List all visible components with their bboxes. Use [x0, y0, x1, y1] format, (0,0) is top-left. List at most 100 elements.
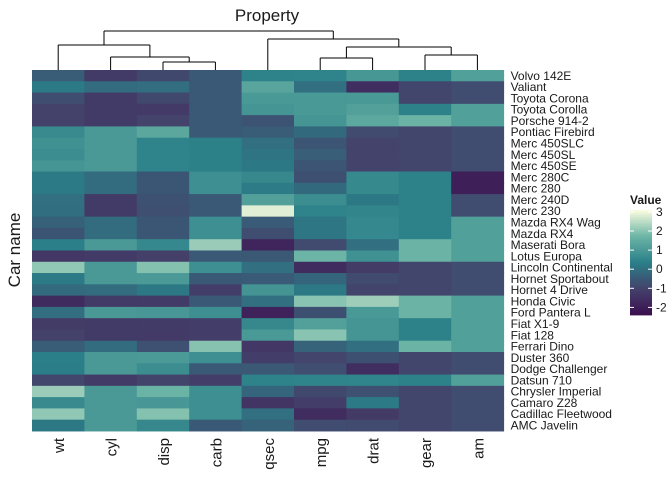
- heatmap-cell: [346, 273, 400, 285]
- heatmap-cell: [136, 397, 190, 409]
- y-tick-label: Toyota Corona: [511, 91, 589, 105]
- heatmap-cell: [189, 182, 243, 195]
- heatmap-cell: [32, 295, 85, 308]
- heatmap-cell: [241, 92, 295, 105]
- heatmap-cell: [136, 194, 190, 206]
- heatmap-cell: [32, 352, 85, 364]
- heatmap-cell: [451, 126, 505, 139]
- heatmap-cell: [451, 408, 505, 421]
- legend-gradient-step: [630, 262, 652, 265]
- heatmap-cell: [189, 273, 243, 285]
- legend-gradient-step: [630, 245, 652, 248]
- heatmap-cell: [84, 115, 138, 127]
- heatmap-cell: [32, 397, 85, 409]
- heatmap-cell: [398, 182, 452, 195]
- heatmap-cell: [136, 385, 190, 398]
- heatmap-cell: [32, 194, 85, 206]
- heatmap-cell: [294, 216, 347, 229]
- heatmap-cell: [84, 70, 138, 82]
- heatmap-cell: [451, 419, 505, 432]
- y-tick-label: Chrysler Imperial: [511, 385, 602, 399]
- x-tick-label: qsec: [261, 438, 278, 470]
- heatmap-cell: [398, 70, 452, 82]
- heatmap-cell: [84, 216, 138, 229]
- heatmap-cell: [32, 182, 85, 195]
- heatmap-cell: [189, 70, 243, 82]
- legend-gradient-step: [630, 248, 652, 251]
- heatmap-cell: [136, 81, 190, 94]
- heatmap-cell: [346, 239, 400, 251]
- heatmap-cell: [451, 329, 505, 342]
- heatmap-cell: [241, 318, 295, 330]
- heatmap-cell: [189, 216, 243, 229]
- heatmap-cell: [241, 329, 295, 342]
- heatmap-cell: [241, 205, 295, 218]
- heatmap-cell: [189, 318, 243, 330]
- heatmap-cell: [136, 171, 190, 184]
- heatmap-cell: [32, 216, 85, 229]
- legend-gradient-step: [630, 278, 652, 281]
- heatmap-cell: [84, 160, 138, 173]
- heatmap-cell: [84, 273, 138, 285]
- heatmap-cell: [451, 318, 505, 330]
- legend-gradient-step: [630, 232, 652, 235]
- heatmap-cell: [241, 284, 295, 297]
- legend-gradient-step: [630, 285, 652, 288]
- legend-gradient-step: [630, 255, 652, 258]
- heatmap-cell: [136, 352, 190, 364]
- heatmap-cell: [189, 239, 243, 251]
- legend-gradient-step: [630, 276, 652, 279]
- heatmap-cell: [346, 194, 400, 206]
- heatmap-cell: [294, 318, 347, 330]
- heatmap-cell: [84, 250, 138, 263]
- heatmap-cell: [451, 374, 505, 387]
- legend-gradient-step: [630, 267, 652, 270]
- legend-tick-label: 0: [656, 262, 663, 276]
- heatmap-cell: [241, 306, 295, 319]
- legend-tick-label: 1: [656, 243, 663, 257]
- legend-gradient-step: [630, 253, 652, 256]
- heatmap-cell: [189, 103, 243, 116]
- heatmap-cell: [346, 70, 400, 82]
- legend-gradient-step: [630, 269, 652, 272]
- legend-gradient-step: [630, 302, 652, 305]
- heatmap-cell: [32, 81, 85, 94]
- heatmap-cell: [398, 352, 452, 364]
- heatmap-cell: [451, 352, 505, 364]
- heatmap-cell: [189, 194, 243, 206]
- heatmap-cell: [346, 261, 400, 274]
- heatmap-cell: [84, 408, 138, 421]
- legend-gradient-step: [630, 252, 652, 255]
- heatmap-cell: [136, 318, 190, 330]
- heatmap-cell: [398, 273, 452, 285]
- y-tick-label: Ford Pantera L: [511, 306, 591, 320]
- legend-gradient-step: [630, 274, 652, 277]
- heatmap-cell: [32, 419, 85, 432]
- legend-gradient-step: [630, 220, 652, 223]
- heatmap-cell: [241, 397, 295, 409]
- heatmap-cell: [398, 295, 452, 308]
- y-tick-label: Merc 450SLC: [511, 137, 585, 151]
- legend-gradient-step: [630, 243, 652, 246]
- heatmap-cell: [32, 385, 85, 398]
- heatmap-cell: [451, 160, 505, 173]
- heatmap-cell: [294, 374, 347, 387]
- legend-gradient-step: [630, 211, 652, 214]
- heatmap-cell: [294, 408, 347, 421]
- heatmap-cell: [84, 92, 138, 105]
- heatmap-cell: [294, 352, 347, 364]
- heatmap-cell: [451, 397, 505, 409]
- heatmap-cell: [294, 160, 347, 173]
- heatmap-cell: [136, 363, 190, 376]
- heatmap-cell: [294, 171, 347, 184]
- heatmap-cell: [189, 385, 243, 398]
- heatmap-cell: [346, 363, 400, 376]
- heatmap-cell: [136, 70, 190, 82]
- legend-gradient-step: [630, 210, 652, 213]
- heatmap-cell: [241, 70, 295, 82]
- heatmap-cell: [32, 205, 85, 218]
- heatmap-cell: [189, 397, 243, 409]
- heatmap-cell: [398, 408, 452, 421]
- legend-gradient-step: [630, 234, 652, 237]
- legend-gradient-step: [630, 306, 652, 309]
